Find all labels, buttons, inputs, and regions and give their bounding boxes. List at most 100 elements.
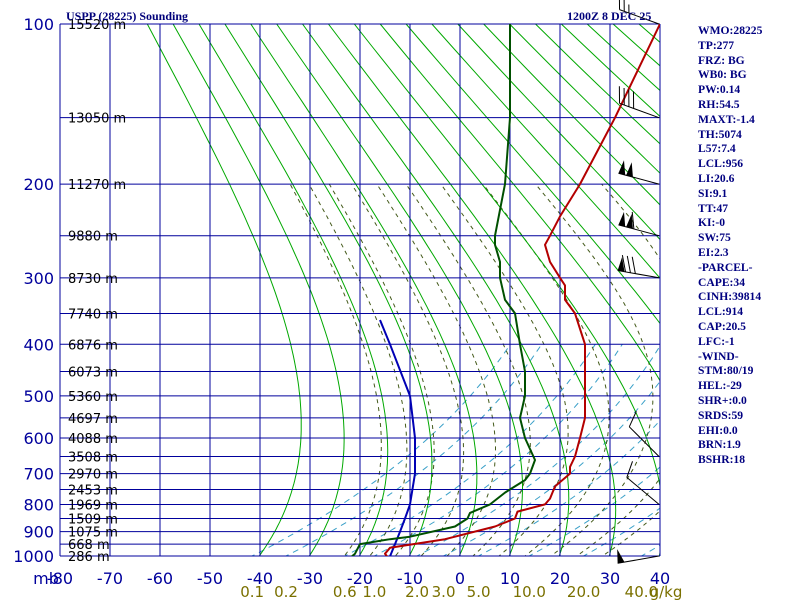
temperature-tick-label: 30 <box>600 569 620 588</box>
pressure-unit-label: mb <box>33 569 59 588</box>
moist-adiabat <box>308 183 408 556</box>
mixing-ratio-lines <box>250 344 660 556</box>
wind-barb-staff <box>618 224 660 237</box>
pressure-tick-label: 600 <box>23 429 54 448</box>
sounding-index: SI:9.1 <box>698 186 728 200</box>
height-label: 4697 m <box>68 412 118 427</box>
mixing-ratio-line <box>284 344 543 556</box>
height-label: 15520 m <box>68 18 126 33</box>
sounding-index: STM:80/19 <box>698 364 754 378</box>
wind-barb-full <box>626 461 633 478</box>
wind-barb <box>618 0 660 25</box>
sounding-index: MAXT:-1.4 <box>698 112 755 126</box>
sounding-index: TP:277 <box>698 38 735 52</box>
pressure-tick-label: 800 <box>23 495 54 514</box>
sounding-index: LFC:-1 <box>698 334 735 348</box>
wind-barb-full <box>621 255 627 272</box>
mixing-ratio-line <box>343 344 596 556</box>
wind-barb-full <box>628 89 630 107</box>
wind-barb-half <box>628 4 630 14</box>
sounding-index: TH:5074 <box>698 127 742 141</box>
dry-adiabat <box>224 24 433 556</box>
temperature-tick-label: -20 <box>347 569 373 588</box>
height-label: 6073 m <box>68 366 118 381</box>
sounding-index: CAPE:34 <box>698 275 746 289</box>
sounding-indices: WMO:28225 TP:277 FRZ: BG WB0: BG PW:0.14 RH:5… <box>698 24 798 468</box>
temperature-line <box>384 24 660 556</box>
mixing-ratio-line <box>250 344 511 556</box>
wind-barb-full <box>623 0 625 12</box>
sounding-index: EHI:0.0 <box>698 423 738 437</box>
height-label: 668 m <box>68 538 110 553</box>
moist-adiabat <box>601 510 660 556</box>
sounding-index: FRZ: BG <box>698 53 745 67</box>
wind-barb-full <box>628 411 637 428</box>
pressure-tick-label: 100 <box>23 15 54 34</box>
dry-adiabat <box>250 24 478 556</box>
height-label: 1075 m <box>68 526 118 541</box>
pressure-tick-label: 500 <box>23 387 54 406</box>
height-label: 13050 m <box>68 112 126 127</box>
mixing-ratio-label: 0.2 <box>274 583 298 600</box>
sounding-index: LI:20.6 <box>698 171 735 185</box>
pressure-tick-label: 400 <box>23 335 54 354</box>
mixing-ratio-label: 0.1 <box>240 583 264 600</box>
sounding-index: LCL:956 <box>698 157 744 171</box>
height-label: 11270 m <box>68 178 126 193</box>
sounding-index: BRN:1.9 <box>698 438 741 452</box>
wind-barb-staff <box>619 102 660 119</box>
sounding-index: SHR+:0.0 <box>698 393 747 407</box>
wind-barb-full <box>623 87 625 106</box>
dry-adiabat <box>172 24 345 556</box>
wind-barb-full <box>632 91 635 109</box>
mixing-ratio-label: 20.0 <box>567 583 600 600</box>
sounding-index: SRDS:59 <box>698 408 744 422</box>
mixing-ratio-line <box>528 466 660 556</box>
wind-barb <box>618 160 660 185</box>
mixing-ratio-label: 0.6 <box>333 583 357 600</box>
mixing-ratio-label: 10.0 <box>513 583 546 600</box>
height-label: 1969 m <box>68 498 118 513</box>
moist-adiabat <box>405 183 531 556</box>
dewpoint-trace <box>350 24 536 556</box>
wind-barb-staff <box>618 172 660 185</box>
height-label: 2453 m <box>68 484 118 499</box>
wind-barb <box>618 211 660 237</box>
temperature-tick-label: -60 <box>147 569 173 588</box>
temperature-trace <box>384 24 660 556</box>
wind-barb <box>617 549 660 564</box>
temperature-tick-label: -70 <box>97 569 123 588</box>
height-label: 7740 m <box>68 307 118 322</box>
mixing-ratio-line <box>373 344 623 556</box>
wind-barb-staff <box>617 555 660 564</box>
mixing-ratio-label: 3.0 <box>432 583 456 600</box>
height-label: 3508 m <box>68 450 118 465</box>
mixing-ratio-line <box>442 380 660 556</box>
wind-barb-full <box>618 86 621 104</box>
pressure-tick-label: 300 <box>23 269 54 288</box>
height-label: 2970 m <box>68 468 118 483</box>
moist-adiabats <box>289 183 660 556</box>
temperature-tick-label: 20 <box>550 569 570 588</box>
dewpoint-line <box>350 24 536 556</box>
sounding-index: KI:-0 <box>698 216 726 230</box>
height-label: 8730 m <box>68 272 118 287</box>
sounding-index: BSHR:18 <box>698 453 746 467</box>
mixing-ratio-label: 40.0 <box>625 583 658 600</box>
dry-adiabat <box>276 24 523 556</box>
pressure-tick-label: 700 <box>23 465 54 484</box>
temperature-tick-label: -80 <box>47 569 73 588</box>
sounding-index: WB0: BG <box>698 68 747 82</box>
pressure-axis: 100 200 300 400 500 600 700 800 900 1000 <box>13 15 54 566</box>
height-label: 6876 m <box>68 338 118 353</box>
height-label: 4088 m <box>68 432 118 447</box>
moist-adiabat <box>440 183 569 556</box>
sounding-index: RH:54.5 <box>698 97 740 111</box>
pressure-tick-label: 900 <box>23 523 54 542</box>
dry-adiabat <box>301 24 570 556</box>
mixing-ratio-label: 5.0 <box>467 583 491 600</box>
height-label: 9880 m <box>68 230 118 245</box>
height-labels: 15520 m 13050 m 11270 m 9880 m 8730 m 7740 m 6… <box>68 18 126 565</box>
sounding-index: L57:7.4 <box>698 142 736 156</box>
temperature-tick-label: -30 <box>297 569 323 588</box>
